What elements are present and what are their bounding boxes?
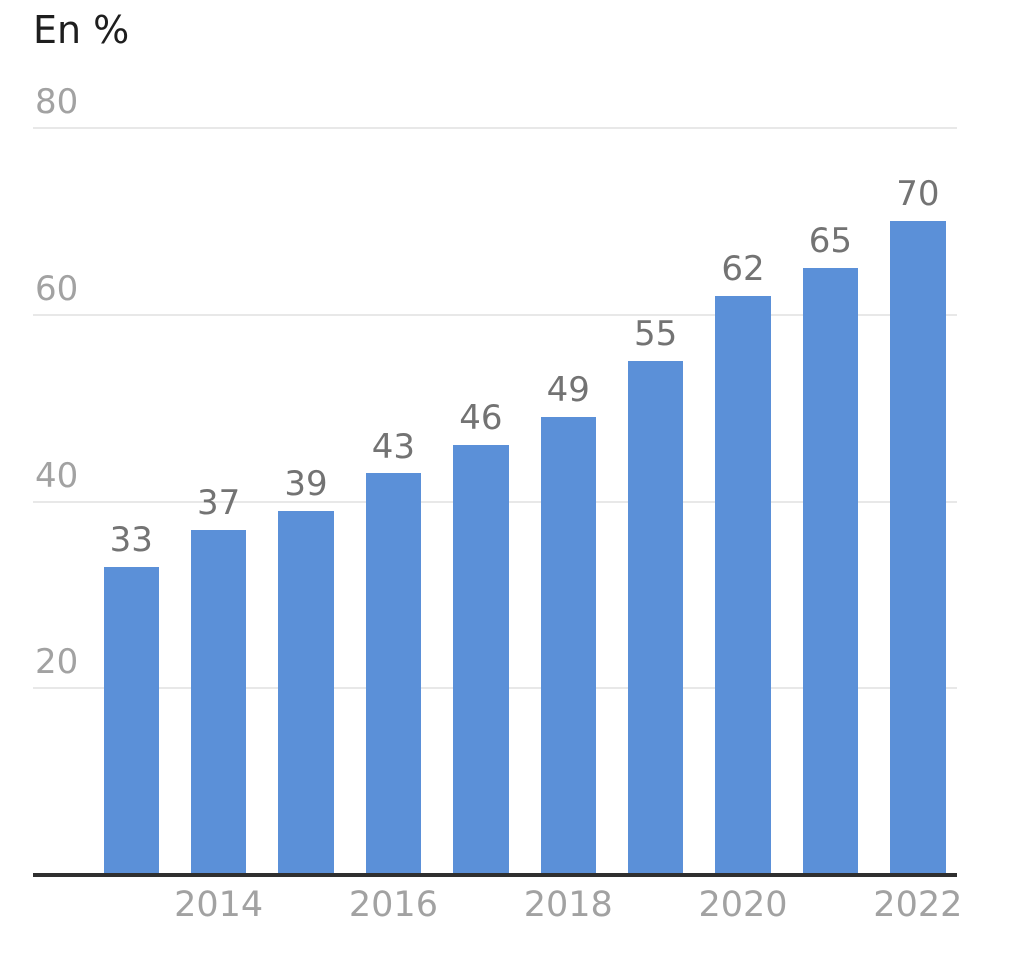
bar-value-label: 39 <box>284 463 328 504</box>
bar-value-label: 49 <box>546 370 590 411</box>
y-tick-label: 80 <box>35 82 79 122</box>
bar-2019 <box>627 361 684 875</box>
bar-2018 <box>540 417 596 875</box>
y-tick-label: 20 <box>35 642 79 683</box>
bar-2015 <box>278 510 334 875</box>
bar-value-label: 62 <box>721 249 765 290</box>
bar-value-label: 55 <box>634 314 678 355</box>
x-tick-label-2022: 2022 <box>873 885 963 925</box>
x-tick-label-2020: 2020 <box>698 885 788 925</box>
bar-2020 <box>715 296 771 875</box>
bar-value-label: 43 <box>371 426 416 467</box>
gridline-80 <box>33 127 957 129</box>
x-tick-label-2016: 2016 <box>348 885 438 925</box>
bar-value-label: 70 <box>896 174 940 215</box>
bar-2022 <box>890 221 946 875</box>
x-tick-label-2014: 2014 <box>174 885 264 925</box>
bar-value-label: 65 <box>808 221 853 262</box>
chart-title: En % <box>33 8 130 52</box>
bar-2016 <box>365 473 422 875</box>
gridline-60 <box>33 313 957 316</box>
bar-2021 <box>802 268 859 875</box>
bar-value-label: 37 <box>197 482 241 523</box>
y-tick-label: 40 <box>35 455 79 496</box>
x-axis-line <box>33 873 957 877</box>
x-tick-label-2018: 2018 <box>523 885 613 925</box>
bar-2013 <box>103 566 159 875</box>
bar-value-label: 33 <box>109 519 153 560</box>
y-tick-label: 60 <box>35 268 79 309</box>
bar-2014 <box>190 529 247 875</box>
bar-2017 <box>453 445 509 875</box>
bar-value-label: 46 <box>459 398 503 439</box>
